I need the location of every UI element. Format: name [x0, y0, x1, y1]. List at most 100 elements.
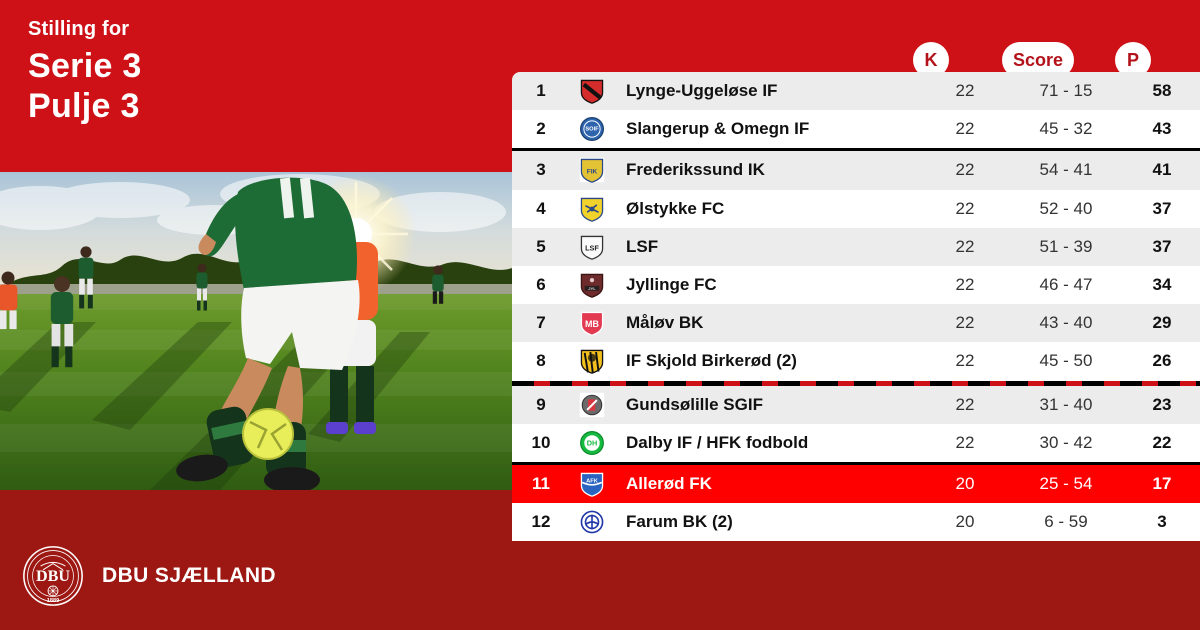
row-position: 12: [531, 512, 551, 532]
club-crest: AFK: [570, 471, 614, 497]
club-crest: [570, 348, 614, 375]
dbu-logo-icon: DBU 1889: [23, 546, 83, 606]
pitch-illustration: [0, 172, 512, 490]
row-goal-score: 45 - 32: [1039, 119, 1093, 139]
slangerup-omegn-if-crest: SOIF: [580, 117, 604, 142]
dalby-if-hfk-fodbold-crest: DH: [580, 430, 604, 455]
row-team-name[interactable]: Slangerup & Omegn IF: [626, 119, 810, 139]
table-row[interactable]: 12 Farum BK (2) 20 6 - 59 3: [512, 503, 1200, 542]
row-position: 4: [536, 198, 546, 218]
row-points: 3: [1157, 512, 1167, 532]
row-team-name[interactable]: Ølstykke FC: [626, 198, 725, 218]
title-kicker: Stilling for: [28, 18, 130, 40]
title-line-1: Serie 3: [28, 47, 142, 85]
row-points: 43: [1152, 119, 1172, 139]
alleroed-fk-crest: AFK: [580, 472, 604, 497]
rank-divider: [512, 461, 1200, 465]
svg-text:SOIF: SOIF: [585, 127, 599, 133]
row-team-name[interactable]: Lynge-Uggeløse IF: [626, 81, 778, 101]
club-crest: FIK: [570, 157, 614, 184]
club-crest: [570, 392, 614, 418]
row-matches: 22: [955, 394, 975, 414]
row-position: 3: [536, 160, 546, 180]
club-crest: SOIF: [570, 116, 614, 142]
table-row[interactable]: 11 AFK Allerød FK 20 25 - 54 17: [512, 464, 1200, 504]
row-position: 5: [536, 236, 546, 256]
row-matches: 22: [955, 275, 975, 295]
frederikssund-ik-crest: FIK: [579, 158, 605, 184]
row-team-name[interactable]: IF Skjold Birkerød (2): [626, 351, 797, 371]
table-row[interactable]: 3 FIK Frederikssund IK 22 54 - 41 41: [512, 151, 1200, 190]
row-team-name[interactable]: Dalby IF / HFK fodbold: [626, 432, 809, 452]
row-goal-score: 31 - 40: [1039, 394, 1093, 414]
row-goal-score: 71 - 15: [1039, 81, 1093, 101]
row-position: 9: [536, 394, 546, 414]
row-goal-score: 45 - 50: [1039, 351, 1093, 371]
row-position: 11: [532, 473, 550, 493]
row-team-name[interactable]: Jyllinge FC: [626, 275, 717, 295]
club-crest: MB: [570, 310, 614, 337]
table-row[interactable]: 10 DH Dalby IF / HFK fodbold 22 30 - 42 22: [512, 423, 1200, 462]
lynge-uggeloese-if-crest: [580, 79, 604, 104]
maaloev-bk-crest: MB: [580, 312, 604, 337]
row-team-name[interactable]: Måløv BK: [626, 313, 704, 333]
row-position: 1: [536, 81, 546, 101]
row-team-name[interactable]: Frederikssund IK: [626, 160, 765, 180]
row-matches: 20: [955, 512, 975, 532]
row-matches: 22: [955, 81, 975, 101]
footer-brand: DBU 1889 DBU SJÆLLAND: [22, 545, 276, 607]
club-crest: DH: [570, 430, 614, 456]
row-matches: 20: [955, 473, 975, 493]
relegation-divider: [512, 380, 1200, 386]
row-team-name[interactable]: Allerød FK: [626, 473, 712, 493]
row-points: 26: [1152, 351, 1172, 371]
footer-org-name: DBU SJÆLLAND: [102, 564, 276, 587]
table-row[interactable]: 7 MB Måløv BK 22 43 - 40 29: [512, 304, 1200, 343]
svg-text:DBU: DBU: [36, 568, 70, 585]
standings-table: 1 Lynge-Uggeløse IF 22 71 - 15 58 2 SOIF Slang…: [512, 72, 1200, 542]
row-goal-score: 52 - 40: [1039, 198, 1093, 218]
row-goal-score: 43 - 40: [1039, 313, 1093, 333]
table-row[interactable]: 2 SOIF Slangerup & Omegn IF 22 45 - 32 43: [512, 110, 1200, 149]
row-points: 23: [1152, 394, 1172, 414]
svg-text:LSF: LSF: [585, 243, 599, 252]
row-matches: 22: [955, 432, 975, 452]
svg-text:DH: DH: [587, 438, 598, 447]
row-matches: 22: [955, 119, 975, 139]
page-title: Stilling for Serie 3 Pulje 3: [28, 18, 142, 126]
svg-text:JYL: JYL: [588, 286, 596, 291]
svg-text:MB: MB: [585, 319, 599, 329]
club-crest: [570, 509, 614, 535]
row-goal-score: 54 - 41: [1039, 160, 1093, 180]
table-row[interactable]: 1 Lynge-Uggeløse IF 22 71 - 15 58: [512, 72, 1200, 111]
if-skjold-birkeroed-crest: [580, 350, 604, 375]
club-crest: [570, 196, 614, 222]
row-points: 34: [1152, 275, 1172, 295]
row-points: 37: [1152, 236, 1172, 256]
svg-text:FIK: FIK: [587, 169, 598, 176]
svg-text:1889: 1889: [47, 598, 59, 604]
club-crest: [570, 78, 614, 104]
farum-bk-crest: [579, 509, 605, 535]
table-row[interactable]: 4 Ølstykke FC 22 52 - 40 37: [512, 189, 1200, 228]
table-row[interactable]: 9 Gundsølille SGIF 22 31 - 40 23: [512, 385, 1200, 424]
row-team-name[interactable]: Gundsølille SGIF: [626, 394, 763, 414]
row-points: 29: [1152, 313, 1172, 333]
table-row[interactable]: 8 IF Skjold Birkerød (2) 22 45 - 50 26: [512, 342, 1200, 381]
row-team-name[interactable]: Farum BK (2): [626, 512, 733, 532]
row-points: 22: [1152, 432, 1172, 452]
lsf-crest: LSF: [580, 235, 604, 260]
row-goal-score: 25 - 54: [1039, 473, 1093, 493]
row-team-name[interactable]: LSF: [626, 236, 659, 256]
table-row[interactable]: 6 JYL Jyllinge FC 22 46 - 47 34: [512, 265, 1200, 305]
hero-photo: [0, 172, 512, 490]
oelstykke-fc-crest: [580, 197, 604, 222]
rank-divider: [512, 148, 1200, 152]
row-points: 17: [1152, 473, 1172, 493]
row-position: 10: [531, 432, 551, 452]
club-crest: JYL: [570, 272, 614, 298]
row-matches: 22: [955, 160, 975, 180]
table-row[interactable]: 5 LSF LSF 22 51 - 39 37: [512, 227, 1200, 266]
row-goal-score: 51 - 39: [1039, 236, 1093, 256]
row-goal-score: 30 - 42: [1039, 432, 1093, 452]
